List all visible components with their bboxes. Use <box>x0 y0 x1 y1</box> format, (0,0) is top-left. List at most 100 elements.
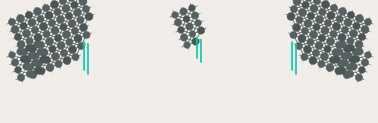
Circle shape <box>347 11 355 19</box>
Circle shape <box>4 23 7 26</box>
Circle shape <box>6 31 10 34</box>
Circle shape <box>85 13 93 21</box>
Circle shape <box>358 61 361 64</box>
Circle shape <box>364 79 367 82</box>
Circle shape <box>55 60 62 68</box>
Circle shape <box>9 52 15 58</box>
Circle shape <box>355 82 358 85</box>
Circle shape <box>56 15 65 23</box>
Circle shape <box>344 45 352 53</box>
Circle shape <box>326 72 329 75</box>
Circle shape <box>355 74 363 81</box>
Circle shape <box>43 30 50 38</box>
Circle shape <box>34 8 42 15</box>
Circle shape <box>34 33 42 41</box>
Circle shape <box>13 79 16 82</box>
Circle shape <box>347 71 354 77</box>
Circle shape <box>28 18 36 26</box>
Circle shape <box>191 12 199 19</box>
Circle shape <box>332 48 340 56</box>
Circle shape <box>11 25 19 33</box>
Circle shape <box>318 60 325 68</box>
Circle shape <box>23 55 31 63</box>
Circle shape <box>42 75 45 79</box>
Circle shape <box>344 52 352 59</box>
Circle shape <box>301 53 308 61</box>
Circle shape <box>293 23 301 31</box>
Circle shape <box>15 53 19 56</box>
Circle shape <box>71 27 79 35</box>
Circle shape <box>338 33 346 41</box>
Circle shape <box>298 35 306 42</box>
Circle shape <box>301 27 308 35</box>
Circle shape <box>290 31 297 39</box>
Circle shape <box>343 4 347 7</box>
Circle shape <box>339 8 347 15</box>
Circle shape <box>8 18 15 26</box>
Circle shape <box>66 38 73 46</box>
Circle shape <box>338 67 345 74</box>
Circle shape <box>313 23 320 31</box>
Circle shape <box>38 67 45 75</box>
Circle shape <box>183 16 190 22</box>
Circle shape <box>45 38 54 46</box>
Circle shape <box>51 53 59 61</box>
Circle shape <box>11 59 19 66</box>
Circle shape <box>343 79 346 82</box>
Circle shape <box>365 52 371 58</box>
Circle shape <box>20 56 27 62</box>
Circle shape <box>334 66 337 69</box>
Circle shape <box>318 34 325 42</box>
Circle shape <box>180 34 187 41</box>
Circle shape <box>301 61 304 65</box>
Circle shape <box>360 44 363 47</box>
Circle shape <box>26 63 34 71</box>
Circle shape <box>76 61 79 65</box>
Circle shape <box>341 26 349 34</box>
Circle shape <box>20 48 28 56</box>
Circle shape <box>79 0 87 6</box>
Circle shape <box>321 53 328 61</box>
Circle shape <box>51 72 54 75</box>
Circle shape <box>348 45 354 51</box>
Circle shape <box>12 46 16 49</box>
Circle shape <box>81 53 84 56</box>
Circle shape <box>350 63 357 70</box>
Circle shape <box>68 0 76 1</box>
Circle shape <box>178 27 184 33</box>
Circle shape <box>321 27 329 34</box>
Circle shape <box>49 45 56 53</box>
Circle shape <box>17 15 25 23</box>
Circle shape <box>329 56 337 64</box>
Circle shape <box>361 25 369 33</box>
Circle shape <box>188 0 191 3</box>
Circle shape <box>43 56 51 64</box>
Circle shape <box>287 13 295 21</box>
Circle shape <box>34 60 42 68</box>
Circle shape <box>360 11 364 14</box>
Circle shape <box>28 45 37 53</box>
Circle shape <box>43 40 46 43</box>
Circle shape <box>68 65 71 68</box>
Circle shape <box>51 27 59 34</box>
Circle shape <box>335 41 342 49</box>
Circle shape <box>34 41 41 48</box>
Circle shape <box>82 5 90 13</box>
Circle shape <box>40 56 47 63</box>
Circle shape <box>7 64 10 67</box>
Circle shape <box>4 56 7 59</box>
Circle shape <box>336 15 343 23</box>
Circle shape <box>290 5 297 13</box>
Circle shape <box>86 42 90 45</box>
Circle shape <box>26 37 33 45</box>
Circle shape <box>370 31 373 34</box>
Circle shape <box>54 8 61 16</box>
Circle shape <box>176 39 179 42</box>
Circle shape <box>34 37 37 40</box>
Circle shape <box>195 20 201 26</box>
Circle shape <box>31 26 39 34</box>
Circle shape <box>20 22 27 30</box>
Circle shape <box>339 41 346 48</box>
Circle shape <box>65 12 73 20</box>
Circle shape <box>296 53 299 56</box>
